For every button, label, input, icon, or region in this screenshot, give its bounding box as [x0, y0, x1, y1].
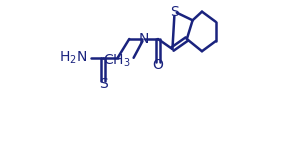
- Text: N: N: [138, 32, 149, 46]
- Text: CH$_3$: CH$_3$: [103, 52, 131, 69]
- Text: O: O: [153, 58, 163, 72]
- Text: H$_2$N: H$_2$N: [59, 50, 88, 66]
- Text: S: S: [170, 5, 179, 19]
- Text: S: S: [99, 77, 108, 91]
